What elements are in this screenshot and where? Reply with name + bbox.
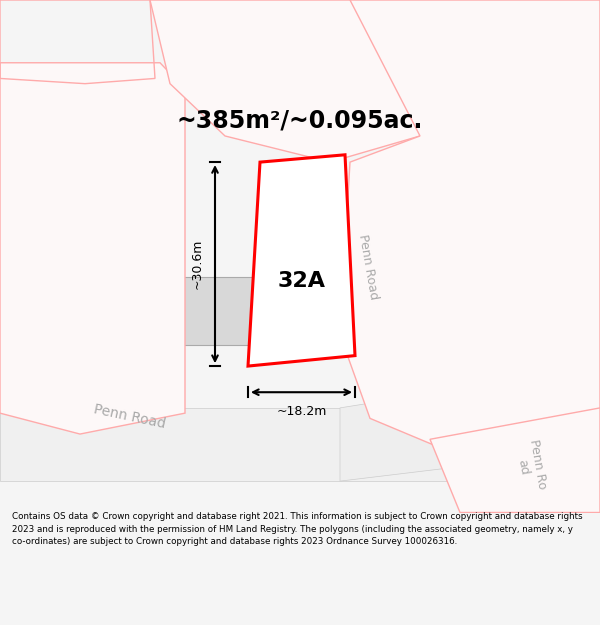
Polygon shape	[340, 366, 600, 481]
Polygon shape	[10, 84, 90, 168]
Polygon shape	[430, 408, 600, 512]
Polygon shape	[0, 408, 600, 481]
Polygon shape	[340, 0, 600, 512]
Text: Penn Road: Penn Road	[356, 233, 380, 301]
Text: ~30.6m: ~30.6m	[191, 239, 203, 289]
Polygon shape	[405, 303, 490, 387]
Polygon shape	[30, 199, 145, 324]
Text: ~385m²/~0.095ac.: ~385m²/~0.095ac.	[177, 108, 423, 132]
Polygon shape	[175, 277, 255, 345]
Text: Contains OS data © Crown copyright and database right 2021. This information is : Contains OS data © Crown copyright and d…	[12, 512, 583, 546]
Polygon shape	[0, 62, 185, 434]
Polygon shape	[150, 0, 420, 162]
Polygon shape	[248, 155, 355, 366]
Text: ~18.2m: ~18.2m	[277, 404, 326, 418]
Polygon shape	[245, 31, 310, 62]
Polygon shape	[10, 303, 60, 371]
Polygon shape	[370, 31, 470, 115]
Polygon shape	[390, 199, 490, 282]
Polygon shape	[230, 31, 320, 104]
Text: 32A: 32A	[278, 271, 326, 291]
Text: Penn Road: Penn Road	[93, 402, 167, 431]
Text: Penn Ro
ad: Penn Ro ad	[512, 438, 548, 493]
